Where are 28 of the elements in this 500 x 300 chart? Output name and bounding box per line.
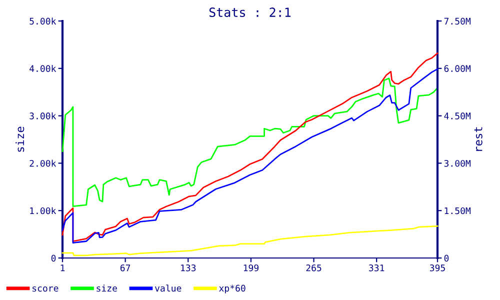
legend-label: value: [154, 284, 182, 292]
x-tick-label: 265: [306, 264, 322, 272]
x-tick-label: 395: [430, 264, 445, 272]
y-axis-title: size: [16, 126, 24, 152]
x-tick-label: 331: [369, 264, 384, 272]
x-tick-label: 133: [181, 264, 196, 272]
x-tick-label: 67: [120, 264, 130, 272]
legend-label: size: [96, 284, 117, 292]
y2-tick-label: 6.00M: [444, 65, 471, 72]
x-tick-label: 199: [244, 264, 258, 272]
y2-tick-label: 0: [444, 254, 449, 262]
x-tick-label: 1: [60, 264, 65, 272]
y-tick-label: 3.00k: [30, 112, 56, 120]
legend-label: xp*60: [219, 284, 246, 294]
line-series: [62, 78, 438, 208]
y-tick-label: 2.00k: [30, 160, 56, 167]
y2-tick-label: 3.00M: [444, 160, 471, 167]
y2-tick-label: 7.50M: [444, 18, 471, 25]
y2-tick-label: 1.50M: [444, 207, 471, 214]
chart-title: Stats : 2:1: [209, 8, 291, 18]
y-tick-label: 5.00k: [30, 18, 56, 25]
y-tick-label: 0: [51, 254, 56, 262]
line-series: [62, 225, 438, 256]
legend-label: score: [32, 286, 58, 292]
y-tick-label: 1.00k: [30, 207, 56, 214]
y2-tick-label: 4.50M: [444, 112, 471, 120]
y-tick-label: 4.00k: [30, 64, 56, 72]
y2-axis-title: rest: [474, 127, 482, 151]
